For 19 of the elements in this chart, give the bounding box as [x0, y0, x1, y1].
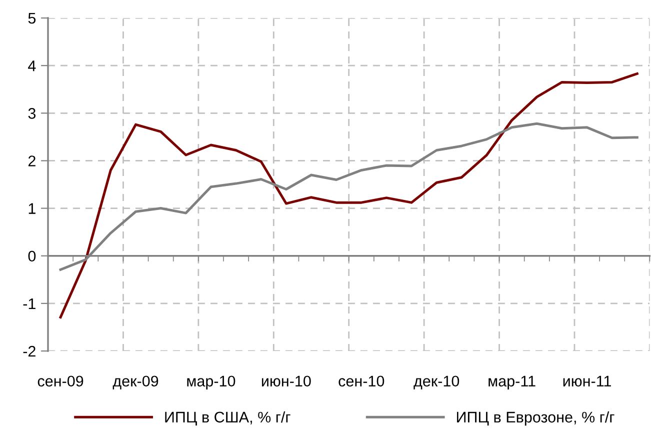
legend-label: ИПЦ в США, % г/г: [165, 411, 290, 426]
x-tick-label: июн-10: [262, 376, 311, 387]
x-tick-label: сен-10: [338, 376, 384, 387]
line-series: [59, 72, 638, 318]
x-tick-label: мар-11: [488, 376, 536, 390]
y-tick-label: -1: [23, 298, 36, 309]
y-tick-label: 0: [28, 250, 36, 262]
y-tick-label: 4: [28, 60, 36, 72]
x-tick-label: дек-10: [414, 376, 460, 390]
y-tick-label: 5: [28, 13, 36, 24]
legend-label: ИПЦ в Еврозоне, % г/г: [457, 411, 614, 426]
x-tick-label: июн-11: [563, 376, 611, 387]
y-tick-label: 1: [28, 203, 36, 214]
y-tick-label: 2: [28, 156, 36, 166]
y-tick-label: 3: [28, 108, 36, 119]
x-tick-label: дек-09: [112, 376, 158, 390]
y-tick-label: -2: [23, 346, 36, 357]
x-tick-label: сен-09: [38, 376, 84, 387]
x-tick-label: мар-10: [187, 376, 236, 390]
